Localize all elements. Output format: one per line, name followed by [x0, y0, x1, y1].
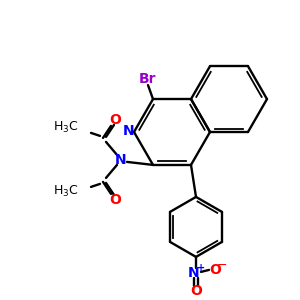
Text: O: O — [109, 113, 121, 127]
Text: O: O — [190, 284, 202, 298]
Text: O: O — [109, 193, 121, 207]
Text: H$_3$C: H$_3$C — [53, 120, 79, 136]
Text: N: N — [123, 124, 135, 138]
Text: N: N — [188, 266, 200, 280]
Text: N: N — [115, 153, 127, 167]
Text: O: O — [209, 263, 221, 277]
Text: H$_3$C: H$_3$C — [53, 184, 79, 200]
Text: −: − — [217, 260, 227, 272]
Text: Br: Br — [139, 72, 157, 86]
Text: +: + — [197, 263, 205, 273]
